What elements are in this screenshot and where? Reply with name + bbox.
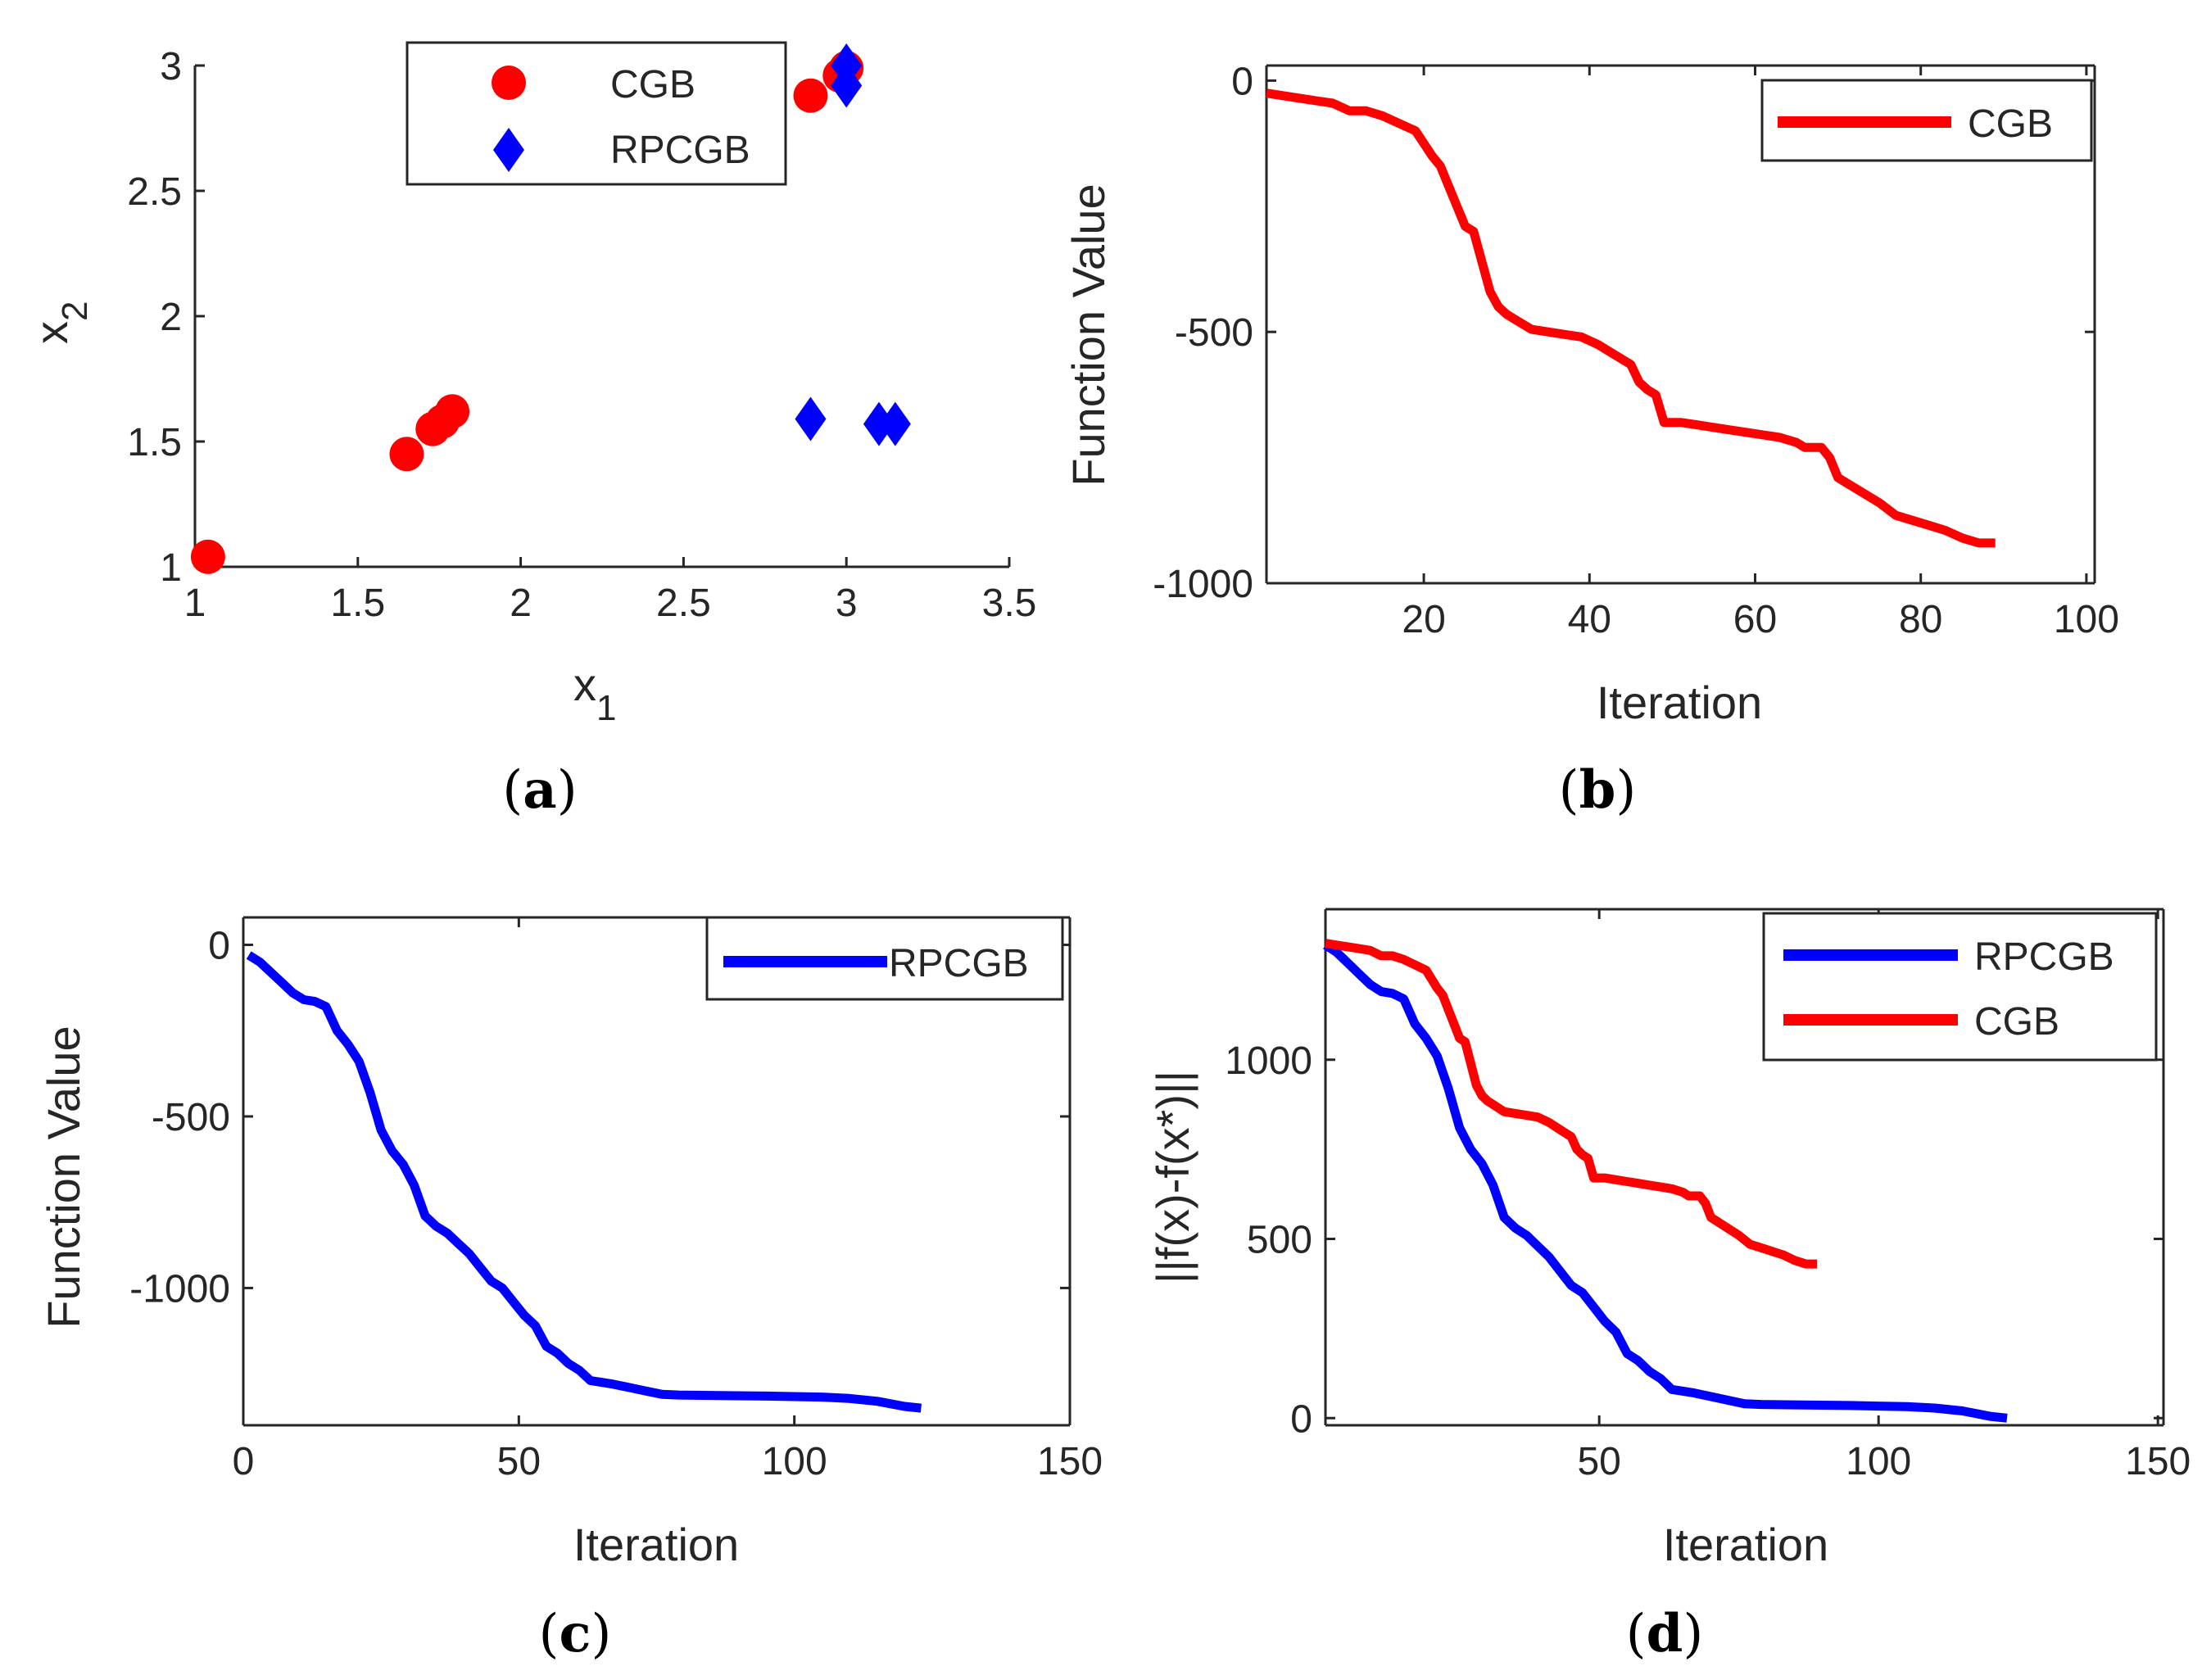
x-tick-label: 40 [1568, 598, 1611, 641]
x-tick-label: 1.5 [330, 582, 385, 625]
x-tick-label: 150 [1037, 1440, 1103, 1483]
x-axis-label-c: Iteration [573, 1519, 739, 1570]
legend-label-rpcgb: RPCGB [610, 129, 750, 172]
plot-area-b: 20 40 60 80 100 -1000 -500 0 [1153, 60, 2119, 641]
point-rpcgb [879, 401, 911, 446]
legend-label-cgb: CGB [1968, 102, 2053, 146]
x-tick-label: 60 [1733, 598, 1777, 641]
legend-marker-cgb [492, 66, 526, 100]
caption-c: (c) [539, 1603, 612, 1664]
y-tick-label: 1000 [1225, 1039, 1312, 1083]
y-axis-label-b: Function Value [1062, 183, 1114, 486]
plot-area-c: 0 50 100 150 -1000 -500 0 [129, 916, 1103, 1483]
y-tick-label: 3 [160, 45, 182, 88]
x-tick-label: 50 [497, 1440, 541, 1483]
y-tick-label: 2 [160, 296, 182, 339]
panel-d: 50 100 150 0 500 1000 Iteration ||f(x)-f(x*)|… [1147, 908, 2191, 1664]
point-rpcgb [863, 401, 895, 446]
y-tick-label: 0 [208, 925, 230, 968]
y-tick-label: 0 [1290, 1397, 1312, 1441]
caption-a: (a) [502, 759, 577, 821]
legend-box-a [406, 41, 787, 186]
series-line-rpcgb [246, 951, 922, 1413]
point-rpcgb [795, 396, 827, 442]
x-tick-label: 100 [2054, 598, 2119, 641]
legend-label-rpcgb: RPCGB [1974, 935, 2114, 979]
y-axis-label-d: ||f(x)-f(x*)|| [1147, 1071, 1198, 1284]
caption-letter-a: a [523, 759, 556, 821]
point-cgb [793, 78, 828, 113]
legend-box-d [1762, 912, 2158, 1062]
y-tick-label: 1 [160, 546, 182, 590]
svg-text:x2: x2 [25, 301, 95, 344]
legend-a: CGB RPCGB [406, 41, 787, 186]
x-tick-label: 1 [184, 582, 206, 625]
x-tick-label: 80 [1899, 598, 1942, 641]
series-line-cgb [1325, 939, 1818, 1269]
x-tick-label: 0 [233, 1440, 255, 1483]
caption-letter-b: b [1579, 759, 1616, 821]
point-cgb [190, 539, 225, 574]
x-tick-label: 3.5 [982, 582, 1037, 625]
legend-label-rpcgb: RPCGB [889, 942, 1029, 985]
x-tick-label: 2 [510, 582, 532, 625]
y-axis-label-a-main: x [25, 321, 77, 344]
caption-letter-c: c [560, 1603, 591, 1664]
y-tick-label: -1000 [129, 1267, 230, 1311]
x-axis-label-a-sub: 1 [596, 688, 616, 728]
x-tick-label: 2.5 [656, 582, 711, 625]
caption-b: (b) [1559, 759, 1637, 821]
x-tick-label: 100 [762, 1440, 827, 1483]
panel-c: 0 50 100 150 -1000 -500 0 Iteration Function V… [38, 916, 1103, 1664]
point-cgb [435, 394, 470, 429]
x-tick-label: 50 [1577, 1440, 1620, 1483]
panel-b: 20 40 60 80 100 -1000 -500 0 Iteration Function… [1062, 60, 2119, 821]
x-axis-label-a-main: x [573, 659, 596, 710]
x-tick-label: 3 [836, 582, 858, 625]
x-tick-label: 100 [1846, 1440, 1911, 1483]
series-line-cgb [1266, 88, 1996, 548]
caption-d: (d) [1626, 1603, 1704, 1664]
legend-marker-rpcgb [493, 128, 524, 172]
y-tick-label: 0 [1231, 60, 1253, 103]
caption-letter-d: d [1647, 1603, 1683, 1664]
legend-label-cgb: CGB [610, 63, 695, 106]
x-tick-label: 150 [2125, 1440, 2191, 1483]
legend-c: RPCGB [705, 916, 1064, 1001]
plot-area-a: 1 1.5 2 2.5 3 3.5 1 1.5 2 2.5 3 [127, 43, 1036, 625]
x-axis-label-b: Iteration [1597, 677, 1762, 728]
point-rpcgb [831, 43, 863, 88]
point-cgb [389, 437, 424, 472]
y-axis-label-c: Function Value [38, 1026, 89, 1328]
series-line-rpcgb [1323, 941, 2008, 1423]
y-tick-label: 1.5 [127, 421, 182, 464]
panel-a: 1 1.5 2 2.5 3 3.511.522.53 x1 x2 (a) CGB RPCG… [25, 41, 1036, 821]
x-axis-label-a: x1 [573, 659, 616, 728]
legend-label-cgb: CGB [1974, 1000, 2059, 1044]
legend-b: CGB [1760, 79, 2093, 162]
x-tick-label: 20 [1402, 598, 1445, 641]
x-axis-label-d: Iteration [1663, 1519, 1828, 1570]
y-tick-label: 500 [1247, 1219, 1312, 1262]
y-tick-label: -500 [152, 1096, 230, 1139]
y-axis-label-a-sub: 2 [55, 301, 95, 321]
y-tick-label: -500 [1175, 311, 1253, 355]
plot-area-d: 50 100 150 0 500 1000 [1225, 908, 2191, 1483]
y-tick-label: 2.5 [127, 170, 182, 214]
legend-d: RPCGB CGB [1762, 912, 2158, 1062]
y-axis-label-a: x2 [25, 301, 95, 344]
y-tick-label: -1000 [1153, 563, 1253, 606]
